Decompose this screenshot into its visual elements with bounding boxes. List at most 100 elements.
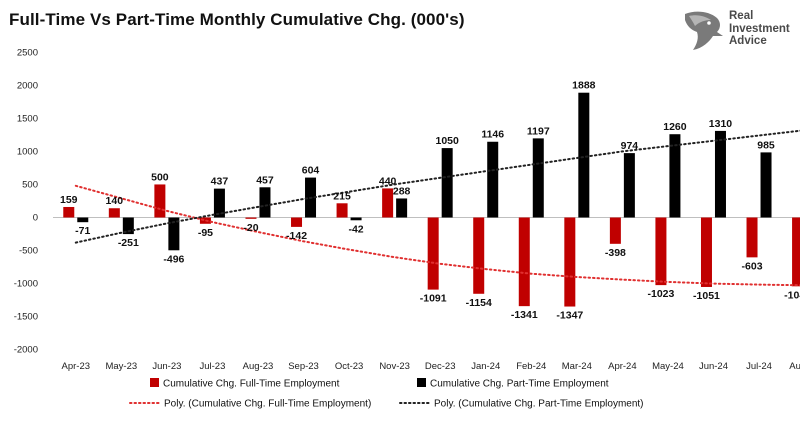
part-time-bar <box>168 217 180 251</box>
x-tick-label: Jun-24 <box>699 361 728 372</box>
full-time-bar <box>382 188 394 218</box>
chart-title: Full-Time Vs Part-Time Monthly Cumulativ… <box>9 10 465 29</box>
legend-label-part-time-trend: Poly. (Cumulative Chg. Part-Time Employm… <box>434 399 644 410</box>
x-axis: Apr-23 May-23 Jun-23 Jul-23 Aug-23 Sep-23 Oct-… <box>62 361 800 372</box>
full-time-data-label: 159 <box>60 194 78 206</box>
brand-logo: Real Investment Advice <box>679 8 794 52</box>
full-time-data-label: -398 <box>605 247 626 259</box>
full-time-bar <box>63 206 75 218</box>
trendlines-group <box>74 129 800 287</box>
full-time-bar <box>473 217 485 294</box>
part-time-data-label: -251 <box>118 237 139 249</box>
legend-swatch-part-time <box>417 378 426 387</box>
full-time-bar <box>108 208 120 218</box>
part-time-data-label: 1310 <box>709 118 733 130</box>
full-time-data-label: -142 <box>286 230 307 242</box>
legend-label-full-time-trend: Poly. (Cumulative Chg. Full-Time Employm… <box>164 399 371 410</box>
eagle-head-icon <box>685 11 723 50</box>
full-time-bar <box>336 203 348 218</box>
brand-line: Advice <box>729 35 767 47</box>
y-tick-label: 500 <box>22 179 38 190</box>
part-time-data-label: 457 <box>256 174 274 186</box>
legend-swatch-full-time <box>150 378 159 387</box>
y-tick-label: 1000 <box>17 146 38 157</box>
full-time-bar <box>154 184 166 218</box>
part-time-data-label: 1260 <box>663 121 687 133</box>
full-time-data-label: 140 <box>106 195 124 207</box>
full-time-bar <box>518 217 530 307</box>
part-time-data-label: 437 <box>211 176 229 188</box>
y-tick-label: 2000 <box>17 80 38 91</box>
full-time-data-label: 500 <box>151 171 169 183</box>
y-axis: -2000 -1500 -1000 -500 0 500 1000 1500 2000 2500 <box>14 47 38 355</box>
full-time-data-label: 440 <box>379 175 397 187</box>
bars-group <box>63 92 800 307</box>
legend: Cumulative Chg. Full-Time Employment Cumu… <box>129 378 644 410</box>
part-time-data-label: 1050 <box>435 135 459 147</box>
part-time-bar <box>714 130 726 218</box>
part-time-bar <box>441 148 453 218</box>
x-tick-label: Oct-23 <box>335 361 364 372</box>
part-time-data-label: 974 <box>621 140 639 152</box>
brand-name: Real Investment Advice <box>729 10 790 48</box>
x-tick-label: May-23 <box>105 361 137 372</box>
full-time-bar <box>746 217 758 258</box>
part-time-bar <box>350 217 362 221</box>
full-time-data-label: -1023 <box>647 288 674 300</box>
brand-line: Investment <box>729 22 790 35</box>
full-time-bar <box>655 217 667 286</box>
data-labels-group: 159 -71 140 -251 500 -496 -95 437 -20 457 -142 604 2… <box>60 80 800 322</box>
part-time-bar <box>487 141 499 218</box>
full-time-data-label: -1051 <box>693 290 720 302</box>
full-time-data-label: -1154 <box>466 297 492 309</box>
x-tick-label: Aug-24 <box>789 361 800 372</box>
x-tick-label: Dec-23 <box>425 361 456 372</box>
y-tick-label: 1500 <box>17 113 38 124</box>
full-time-bar <box>291 217 303 227</box>
part-time-data-label: 288 <box>393 185 411 197</box>
full-time-bar <box>427 217 439 290</box>
full-time-bar <box>792 217 800 287</box>
brand-line: Real <box>729 10 754 22</box>
x-tick-label: Jan-24 <box>471 361 500 372</box>
full-time-data-label: -1347 <box>556 310 583 322</box>
full-time-data-label: -603 <box>742 260 763 272</box>
x-tick-label: Jul-24 <box>746 361 772 372</box>
part-time-data-label: 1197 <box>527 125 550 137</box>
full-time-data-label: -1041 <box>784 289 800 301</box>
y-tick-label: -2000 <box>14 345 38 356</box>
part-time-bar <box>259 187 271 218</box>
full-time-bar <box>700 217 712 287</box>
x-tick-label: May-24 <box>652 361 684 372</box>
y-tick-label: 2500 <box>17 47 38 58</box>
part-time-bar <box>122 217 134 235</box>
part-time-data-label: 1888 <box>572 80 596 92</box>
full-time-bar <box>609 217 621 244</box>
legend-label-part-time: Cumulative Chg. Part-Time Employment <box>430 379 609 390</box>
full-time-data-label: -20 <box>243 222 258 234</box>
x-tick-label: Feb-24 <box>516 361 546 372</box>
full-time-trendline <box>74 184 800 287</box>
x-tick-label: Mar-24 <box>562 361 592 372</box>
full-time-data-label: -1091 <box>420 293 447 305</box>
full-time-bar <box>245 217 257 219</box>
part-time-trendline <box>74 129 800 244</box>
x-tick-label: Apr-24 <box>608 361 637 372</box>
full-time-bar <box>564 217 576 307</box>
x-tick-label: Aug-23 <box>243 361 274 372</box>
x-tick-label: Sep-23 <box>288 361 319 372</box>
part-time-data-label: 985 <box>757 139 775 151</box>
part-time-bar <box>669 134 681 218</box>
x-tick-label: Jun-23 <box>152 361 181 372</box>
part-time-data-label: 604 <box>302 165 320 177</box>
x-tick-label: Nov-23 <box>379 361 410 372</box>
full-time-data-label: -1341 <box>511 309 538 321</box>
part-time-bar <box>77 217 89 223</box>
x-tick-label: Jul-23 <box>199 361 225 372</box>
part-time-data-label: -71 <box>75 225 90 237</box>
legend-label-full-time: Cumulative Chg. Full-Time Employment <box>163 379 340 390</box>
full-time-data-label: 215 <box>333 190 351 202</box>
y-tick-label: -500 <box>19 246 38 257</box>
part-time-data-label: -42 <box>348 223 363 235</box>
